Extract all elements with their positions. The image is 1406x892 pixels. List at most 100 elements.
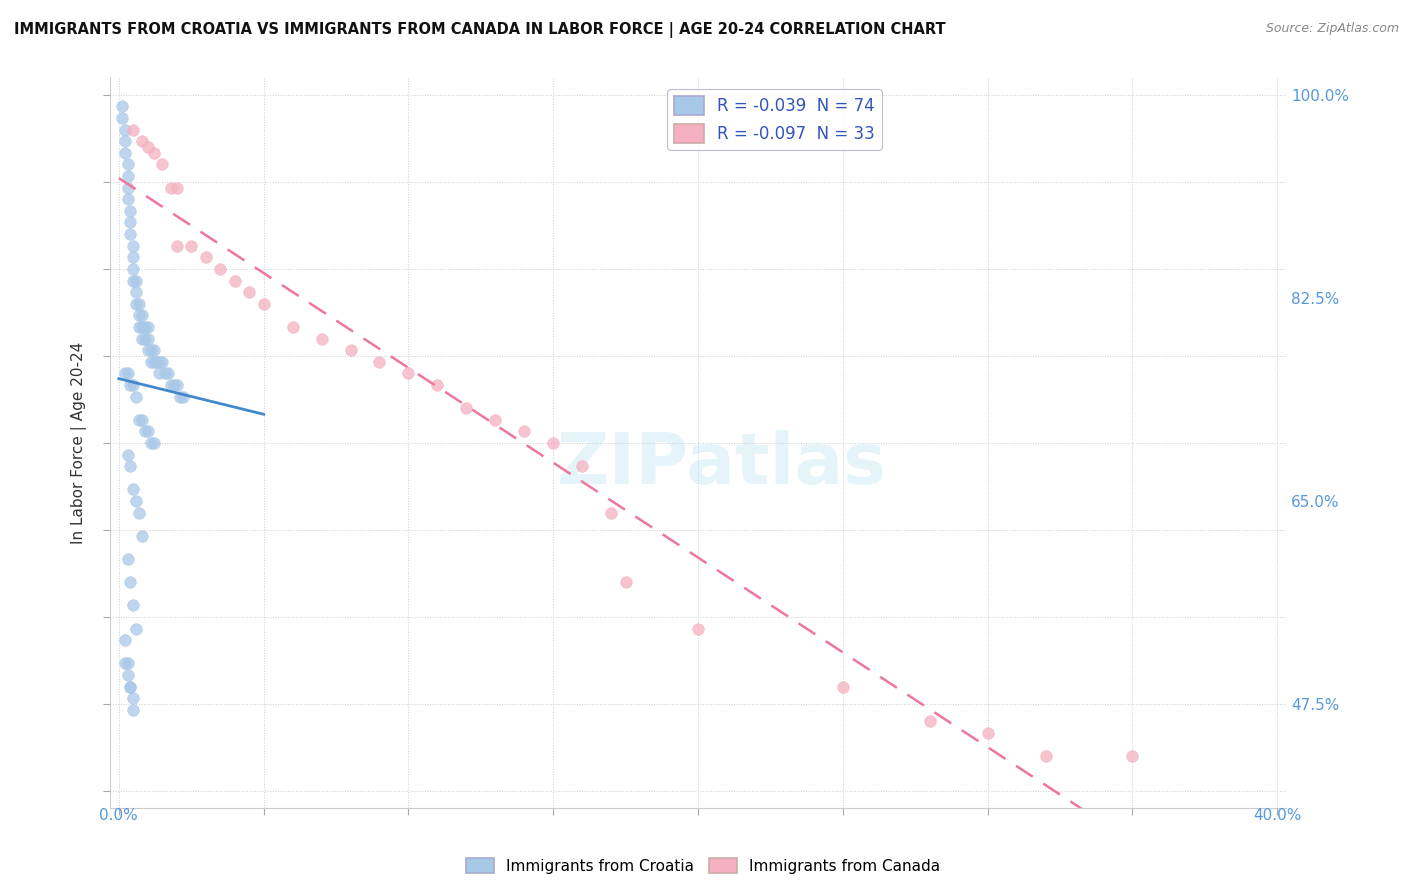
Point (180, 238, 202, 252)
Point (131, 320, 153, 334)
Point (128, 296, 150, 310)
Point (114, 122, 136, 136)
Point (253, 296, 276, 310)
Point (131, 308, 153, 322)
Point (117, 169, 139, 183)
Point (209, 261, 232, 276)
Point (918, 714, 941, 729)
Point (117, 180, 139, 194)
Point (114, 134, 136, 148)
Point (194, 250, 217, 264)
Point (456, 401, 478, 416)
Point (238, 285, 260, 299)
Point (120, 378, 142, 392)
Point (134, 425, 156, 439)
Point (131, 413, 153, 427)
Point (136, 425, 159, 439)
Point (134, 320, 156, 334)
Point (131, 529, 153, 543)
Point (224, 273, 246, 287)
Legend: Immigrants from Croatia, Immigrants from Canada: Immigrants from Croatia, Immigrants from… (460, 852, 946, 880)
Point (122, 483, 145, 497)
Point (976, 726, 998, 740)
Point (513, 425, 536, 439)
Point (142, 355, 165, 369)
Point (122, 378, 145, 392)
Point (111, 111, 134, 125)
Point (368, 355, 391, 369)
Point (166, 238, 188, 252)
Point (1121, 749, 1143, 764)
Point (111, 99, 134, 113)
Point (114, 657, 136, 671)
Point (139, 343, 162, 358)
Point (125, 622, 148, 636)
Point (166, 378, 188, 392)
Point (125, 494, 148, 508)
Point (128, 506, 150, 520)
Point (311, 332, 333, 346)
Point (120, 575, 142, 590)
Point (114, 367, 136, 381)
Point (142, 145, 165, 160)
Point (686, 622, 709, 636)
Point (148, 367, 170, 381)
Point (600, 506, 623, 520)
Point (172, 390, 194, 404)
Point (120, 680, 142, 694)
Point (117, 657, 139, 671)
Point (128, 413, 150, 427)
Point (122, 599, 145, 613)
Point (153, 367, 176, 381)
Point (122, 273, 145, 287)
Point (120, 203, 142, 218)
Point (163, 378, 186, 392)
Point (1035, 749, 1057, 764)
Point (120, 680, 142, 694)
Point (281, 320, 304, 334)
Point (614, 575, 637, 590)
Point (120, 215, 142, 229)
Text: ZIPatlas: ZIPatlas (557, 431, 887, 500)
Point (122, 703, 145, 717)
Point (122, 250, 145, 264)
Point (122, 261, 145, 276)
Point (117, 668, 139, 682)
Text: 40.0%: 40.0% (1253, 808, 1302, 823)
Point (128, 320, 150, 334)
Text: Source: ZipAtlas.com: Source: ZipAtlas.com (1265, 22, 1399, 36)
Y-axis label: In Labor Force | Age 20-24: In Labor Force | Age 20-24 (72, 342, 87, 544)
Point (114, 633, 136, 648)
Point (157, 367, 180, 381)
Point (160, 180, 183, 194)
Point (160, 378, 183, 392)
Point (117, 157, 139, 171)
Point (484, 413, 506, 427)
Point (125, 285, 148, 299)
Point (117, 367, 139, 381)
Point (125, 273, 148, 287)
Point (142, 343, 165, 358)
Text: IMMIGRANTS FROM CROATIA VS IMMIGRANTS FROM CANADA IN LABOR FORCE | AGE 20-24 COR: IMMIGRANTS FROM CROATIA VS IMMIGRANTS FR… (14, 22, 946, 38)
Point (131, 134, 153, 148)
Point (125, 296, 148, 310)
Point (145, 355, 167, 369)
Text: 0.0%: 0.0% (100, 808, 138, 823)
Point (134, 332, 156, 346)
Point (148, 355, 170, 369)
Point (125, 390, 148, 404)
Point (122, 122, 145, 136)
Point (541, 436, 564, 450)
Point (122, 238, 145, 252)
Point (136, 332, 159, 346)
Point (139, 355, 162, 369)
Point (139, 436, 162, 450)
Point (122, 691, 145, 706)
Point (831, 680, 853, 694)
Point (136, 343, 159, 358)
Point (571, 459, 593, 474)
Point (136, 320, 159, 334)
Point (117, 552, 139, 566)
Point (169, 390, 191, 404)
Point (166, 180, 188, 194)
